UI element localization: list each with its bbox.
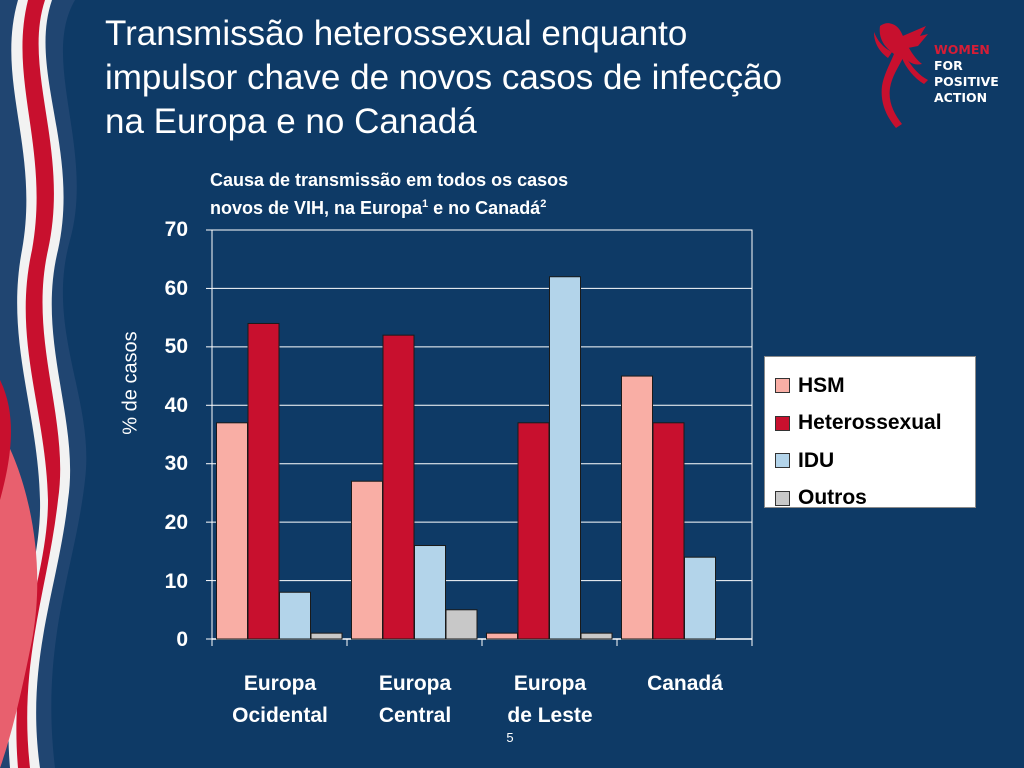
chart-title-line-2: novos de VIH, na Europa — [210, 198, 423, 218]
logo-line-women: WOMEN — [934, 42, 990, 57]
bar-heterossexual — [382, 334, 415, 640]
bar-idu — [279, 591, 311, 640]
chart-title: Causa de transmissão em todos os casos n… — [210, 168, 680, 220]
slide-title: Transmissão heterossexual enquanto impul… — [105, 12, 885, 144]
title-line-3: na Europa e no Canadá — [105, 102, 477, 141]
y-tick-label: 0 — [176, 628, 188, 651]
x-category-label: Europa Ocidental — [212, 668, 348, 732]
x-label-line: Europa — [243, 672, 317, 695]
logo-line-for: FOR — [934, 58, 963, 73]
legend-swatch — [775, 378, 790, 394]
decorative-ribbon — [0, 0, 87, 768]
women-for-positive-action-logo: WOMEN FOR POSITIVE ACTION — [868, 18, 1018, 133]
legend-item-idu: IDU — [775, 442, 975, 480]
page-number: 5 — [506, 730, 514, 745]
bar-idu — [684, 556, 716, 640]
chart-title-line-1: Causa de transmissão em todos os casos — [210, 170, 569, 190]
bar-outros — [445, 609, 478, 640]
chart-title-footnote-2: 2 — [540, 198, 547, 210]
y-tick-label: 20 — [164, 511, 188, 534]
legend-swatch — [775, 490, 790, 506]
y-axis-label: % de casos — [119, 331, 142, 435]
legend-swatch — [775, 453, 790, 469]
bar-outros — [580, 632, 613, 640]
legend-item-heterossexual: Heterossexual — [775, 405, 975, 443]
bar-outros — [310, 632, 343, 640]
y-tick-label: 10 — [164, 570, 188, 593]
x-label-line: de Leste — [507, 704, 593, 727]
logo-line-action: ACTION — [934, 90, 988, 105]
bar-hsm — [216, 422, 248, 640]
title-line-1: Transmissão heterossexual enquanto — [105, 14, 688, 53]
bar-idu — [414, 545, 446, 640]
bar-heterossexual — [247, 322, 280, 640]
bar-hsm — [486, 632, 518, 640]
chart-legend: HSM Heterossexual IDU Outros — [764, 356, 976, 509]
y-tick-label: 30 — [164, 452, 188, 475]
bar-hsm — [351, 480, 383, 640]
x-label-line: Central — [378, 704, 452, 727]
bar-idu — [549, 276, 581, 640]
legend-label: Outros — [798, 486, 867, 510]
legend-item-outros: Outros — [775, 480, 975, 518]
legend-label: HSM — [798, 373, 845, 397]
title-line-2: impulsor chave de novos casos de infecçã… — [105, 58, 783, 97]
bar-heterossexual — [517, 422, 550, 640]
y-tick-label: 50 — [164, 335, 188, 358]
chart-title-canada: e no Canadá — [428, 198, 541, 218]
ribbon-figure-icon — [874, 23, 928, 128]
legend-label: IDU — [798, 448, 835, 472]
x-label-line: Ocidental — [232, 704, 328, 727]
x-category-label: Europa de Leste — [482, 668, 618, 732]
y-tick-label: 40 — [164, 394, 188, 417]
chart-title-footnote-1: 1 — [422, 198, 429, 210]
x-category-label: Canadá — [617, 668, 753, 700]
y-tick-label: 60 — [164, 277, 188, 300]
logo-line-positive: POSITIVE — [934, 74, 999, 89]
bar-hsm — [621, 375, 653, 640]
logo-text: WOMEN FOR POSITIVE ACTION — [934, 42, 999, 106]
x-label-line: Europa — [378, 672, 452, 695]
y-tick-label: 70 — [164, 218, 188, 241]
legend-swatch — [775, 415, 790, 431]
legend-label: Heterossexual — [798, 411, 942, 435]
x-category-label: Europa Central — [347, 668, 483, 732]
x-label-line: Europa — [513, 672, 587, 695]
x-label-line: Canadá — [647, 672, 723, 695]
bar-heterossexual — [652, 422, 685, 640]
legend-item-hsm: HSM — [775, 367, 975, 405]
